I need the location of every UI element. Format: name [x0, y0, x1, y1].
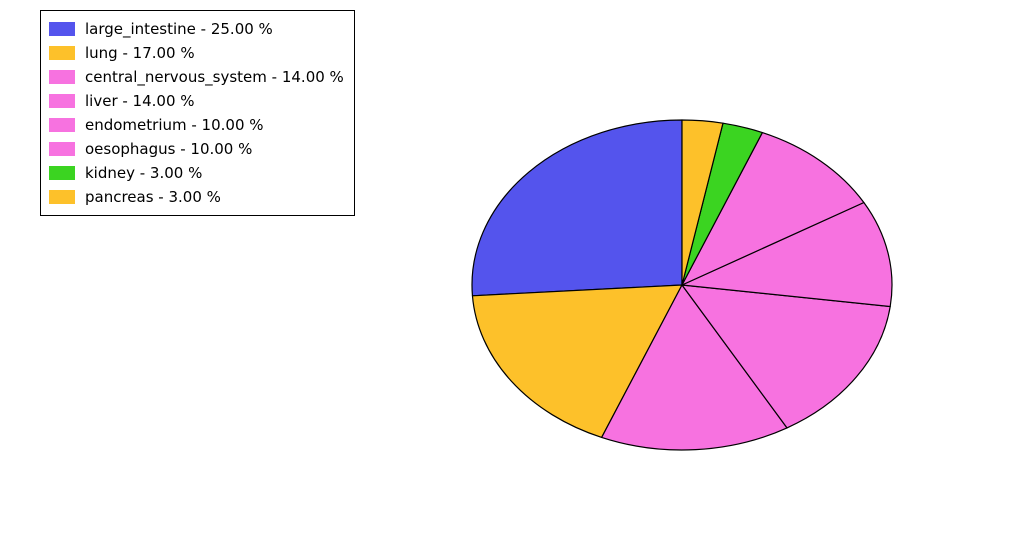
legend-row: liver - 14.00 %	[49, 89, 344, 113]
legend-swatch-icon	[49, 118, 75, 132]
pie-chart-svg	[462, 110, 902, 460]
legend-label: central_nervous_system - 14.00 %	[85, 65, 344, 89]
pie-slice-large-intestine	[472, 120, 682, 296]
pie-chart	[462, 110, 902, 460]
legend-swatch-icon	[49, 142, 75, 156]
legend-row: large_intestine - 25.00 %	[49, 17, 344, 41]
legend-swatch-icon	[49, 70, 75, 84]
legend-row: lung - 17.00 %	[49, 41, 344, 65]
legend-row: endometrium - 10.00 %	[49, 113, 344, 137]
legend-label: endometrium - 10.00 %	[85, 113, 264, 137]
legend-swatch-icon	[49, 166, 75, 180]
legend-swatch-icon	[49, 22, 75, 36]
legend-label: lung - 17.00 %	[85, 41, 195, 65]
legend-swatch-icon	[49, 46, 75, 60]
legend-label: liver - 14.00 %	[85, 89, 195, 113]
legend-row: central_nervous_system - 14.00 %	[49, 65, 344, 89]
legend-row: kidney - 3.00 %	[49, 161, 344, 185]
legend-label: kidney - 3.00 %	[85, 161, 202, 185]
legend-row: oesophagus - 10.00 %	[49, 137, 344, 161]
legend-swatch-icon	[49, 94, 75, 108]
legend-label: pancreas - 3.00 %	[85, 185, 221, 209]
legend-row: pancreas - 3.00 %	[49, 185, 344, 209]
legend-label: large_intestine - 25.00 %	[85, 17, 273, 41]
legend-label: oesophagus - 10.00 %	[85, 137, 252, 161]
pie-legend: large_intestine - 25.00 %lung - 17.00 %c…	[40, 10, 355, 216]
legend-swatch-icon	[49, 190, 75, 204]
